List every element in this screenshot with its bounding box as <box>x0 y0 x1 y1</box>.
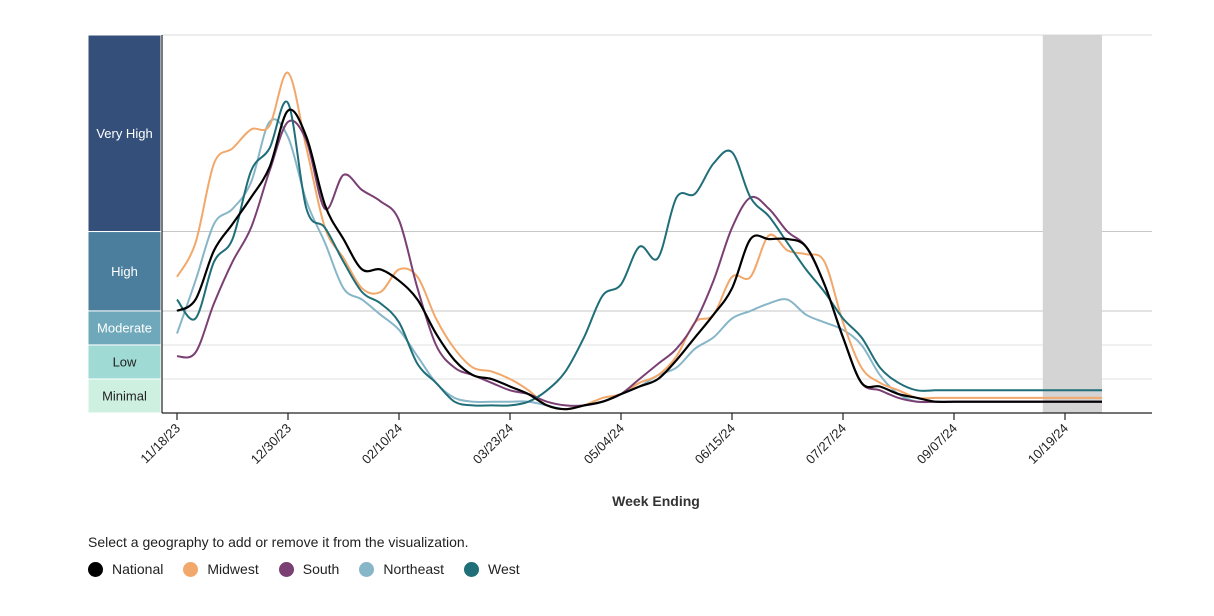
legend-swatch <box>464 561 480 577</box>
level-label: Low <box>113 354 137 369</box>
x-axis-ticks: 11/18/23 12/30/23 02/10/24 03/23/24 05/04/24… <box>137 413 1071 467</box>
geography-legend: National Midwest South Northeast West <box>88 561 540 577</box>
provisional-data-shade <box>1042 35 1102 413</box>
level-band-minimal <box>87 378 162 414</box>
level-label: High <box>111 264 138 279</box>
level-bands: Very High High Moderate Low Minimal <box>87 34 162 414</box>
x-axis-title: Week Ending <box>612 493 700 509</box>
series-line-national <box>176 108 1102 411</box>
level-band-very-high <box>87 34 162 233</box>
legend-item-midwest[interactable]: Midwest <box>183 561 259 577</box>
grid-lines <box>162 34 1152 380</box>
x-tick-label: 12/30/23 <box>248 421 294 467</box>
legend-swatch <box>278 561 294 577</box>
legend-instruction: Select a geography to add or remove it f… <box>88 534 469 550</box>
x-tick-label: 06/15/24 <box>692 421 738 467</box>
x-tick-label: 02/10/24 <box>359 421 405 467</box>
legend-item-south[interactable]: South <box>278 561 340 577</box>
legend-label: Northeast <box>383 561 445 577</box>
level-label: Minimal <box>102 388 147 403</box>
legend-swatch <box>183 561 199 577</box>
legend-item-northeast[interactable]: Northeast <box>359 561 444 577</box>
x-tick-label: 03/23/24 <box>470 421 516 467</box>
x-tick-label: 07/27/24 <box>803 421 849 467</box>
x-tick-label: 10/19/24 <box>1025 421 1071 467</box>
series-line-west <box>176 100 1103 407</box>
series-lines <box>176 71 1103 411</box>
level-label: Moderate <box>97 320 152 335</box>
provisional-region <box>1042 35 1102 413</box>
legend-label: South <box>302 561 340 577</box>
legend-swatch <box>88 561 103 577</box>
x-tick-label: 05/04/24 <box>581 421 627 467</box>
level-label: Very High <box>96 126 152 141</box>
legend-label: National <box>112 561 164 577</box>
x-tick-label: 09/07/24 <box>914 421 960 467</box>
legend-item-west[interactable]: West <box>464 561 520 577</box>
wastewater-level-chart: Very High High Moderate Low Minimal 11/18/23… <box>87 34 1152 509</box>
x-tick-label: 11/18/23 <box>137 421 183 467</box>
level-band-low <box>87 344 162 380</box>
series-line-midwest <box>176 71 1102 411</box>
legend-item-national[interactable]: National <box>88 561 163 577</box>
legend-label: West <box>488 561 520 577</box>
legend-swatch <box>359 561 375 577</box>
series-line-northeast <box>176 118 1102 411</box>
legend-label: Midwest <box>207 561 259 577</box>
level-band-moderate <box>87 310 162 346</box>
axes <box>161 35 1152 414</box>
series-line-south <box>176 119 1102 407</box>
